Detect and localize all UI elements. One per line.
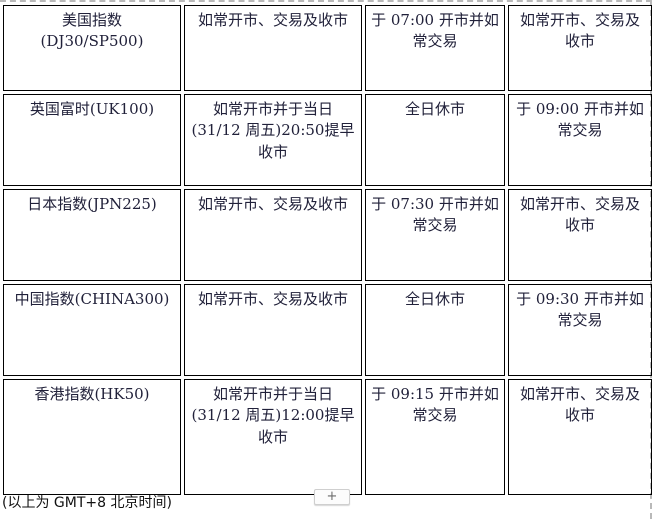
cell-text: 于 07:30 开市并如常交易 [371, 195, 499, 235]
cell-text: 如常开市、交易及收市 [197, 290, 348, 308]
expand-capture-button[interactable]: + [314, 489, 350, 505]
cell-text: 美国指数 (DJ30/SP500) [40, 11, 144, 51]
cell-text: 如常开市、交易及收市 [197, 11, 348, 29]
cell-text: 于 09:15 开市并如常交易 [371, 385, 499, 425]
cell-index-name: 中国指数(CHINA300) [3, 284, 181, 376]
cell-jan03: 于 09:00 开市并如常交易 [508, 94, 652, 186]
cell-text: 英国富时(UK100) [29, 100, 155, 118]
cell-index-name: 美国指数 (DJ30/SP500) [3, 5, 181, 91]
cell-text: 于 09:30 开市并如常交易 [516, 290, 644, 330]
timezone-footnote: (以上为 GMT+8 北京时间) [2, 495, 172, 511]
cell-text: 香港指数(HK50) [34, 385, 150, 403]
cell-text: 如常开市并于当日(31/12 周五)20:50提早收市 [191, 100, 355, 161]
cell-jan01: 于 07:30 开市并如常交易 [365, 189, 505, 281]
cell-dec31: 如常开市并于当日(31/12 周五)12:00提早收市 [184, 379, 362, 495]
cell-index-name: 日本指数(JPN225) [3, 189, 181, 281]
cell-jan03: 如常开市、交易及收市 [508, 379, 652, 495]
cell-text: 于 09:00 开市并如常交易 [516, 100, 644, 140]
cell-text: 如常开市并于当日(31/12 周五)12:00提早收市 [191, 385, 355, 446]
cell-jan01: 于 09:15 开市并如常交易 [365, 379, 505, 495]
schedule-sheet: 美国指数 (DJ30/SP500) 如常开市、交易及收市 于 07:00 开市并… [0, 2, 652, 498]
table-row: 美国指数 (DJ30/SP500) 如常开市、交易及收市 于 07:00 开市并… [3, 5, 652, 91]
cell-jan01: 全日休市 [365, 284, 505, 376]
cell-index-name: 英国富时(UK100) [3, 94, 181, 186]
cell-text: 全日休市 [404, 290, 465, 308]
cell-jan03: 如常开市、交易及收市 [508, 5, 652, 91]
cell-dec31: 如常开市、交易及收市 [184, 284, 362, 376]
holiday-schedule-table: 美国指数 (DJ30/SP500) 如常开市、交易及收市 于 07:00 开市并… [0, 2, 652, 498]
table-row: 英国富时(UK100) 如常开市并于当日(31/12 周五)20:50提早收市 … [3, 94, 652, 186]
cell-text: 如常开市、交易及收市 [519, 385, 640, 425]
cell-dec31: 如常开市并于当日(31/12 周五)20:50提早收市 [184, 94, 362, 186]
table-row: 香港指数(HK50) 如常开市并于当日(31/12 周五)12:00提早收市 于… [3, 379, 652, 495]
cell-jan01: 于 07:00 开市并如常交易 [365, 5, 505, 91]
cell-index-name: 香港指数(HK50) [3, 379, 181, 495]
cell-text: 日本指数(JPN225) [27, 195, 157, 213]
table-row: 中国指数(CHINA300) 如常开市、交易及收市 全日休市 于 09:30 开… [3, 284, 652, 376]
cell-text: 如常开市、交易及收市 [519, 195, 640, 235]
cell-text: 如常开市、交易及收市 [519, 11, 640, 51]
cell-text: 全日休市 [404, 100, 465, 118]
cell-text: 如常开市、交易及收市 [197, 195, 348, 213]
cell-jan03: 于 09:30 开市并如常交易 [508, 284, 652, 376]
cell-dec31: 如常开市、交易及收市 [184, 189, 362, 281]
cell-text: 中国指数(CHINA300) [14, 290, 170, 308]
cell-dec31: 如常开市、交易及收市 [184, 5, 362, 91]
plus-icon: + [326, 489, 338, 504]
cell-jan03: 如常开市、交易及收市 [508, 189, 652, 281]
cell-text: 于 07:00 开市并如常交易 [371, 11, 499, 51]
cell-jan01: 全日休市 [365, 94, 505, 186]
table-row: 日本指数(JPN225) 如常开市、交易及收市 于 07:30 开市并如常交易 … [3, 189, 652, 281]
